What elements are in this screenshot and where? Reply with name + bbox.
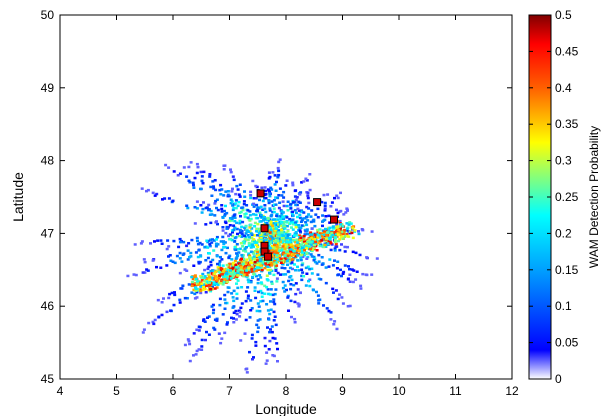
colorbar-tick-label: 0.05: [555, 336, 579, 350]
colorbar-tick-label: 0.3: [555, 154, 572, 168]
y-tick-label: 49: [41, 81, 55, 95]
colorbar-tick-label: 0.15: [555, 263, 579, 277]
y-tick-label: 47: [41, 226, 55, 240]
colorbar-label: WAM Detection Probability: [587, 126, 601, 268]
colorbar-axis: 0 0.05 0.1 0.15 0.2 0.25 0.3 0.35 0.4 0.45 0.5: [529, 8, 579, 386]
station-marker: [313, 198, 322, 207]
y-axis: 45 46 47 48 49 50: [41, 8, 512, 386]
station-marker: [256, 189, 265, 198]
station-marker: [263, 252, 272, 261]
x-tick-label: 12: [505, 384, 519, 398]
colorbar-tick-label: 0.2: [555, 226, 572, 240]
y-axis-label: Latitude: [10, 172, 26, 222]
x-tick-label: 10: [392, 384, 406, 398]
x-tick-label: 6: [170, 384, 177, 398]
x-axis-label: Longitude: [255, 401, 317, 416]
colorbar-tick-label: 0: [555, 372, 562, 386]
colorbar-tick-label: 0.4: [555, 81, 572, 95]
y-tick-label: 45: [41, 372, 55, 386]
y-tick-label: 48: [41, 154, 55, 168]
colorbar-tick-label: 0.35: [555, 117, 579, 131]
station-marker: [260, 224, 269, 233]
colorbar-tick-label: 0.5: [555, 8, 572, 22]
y-tick-label: 50: [41, 8, 55, 22]
plot-area: [60, 15, 512, 379]
x-tick-label: 11: [449, 384, 462, 398]
x-tick-label: 4: [57, 384, 64, 398]
x-tick-label: 5: [113, 384, 120, 398]
colorbar-tick-label: 0.1: [555, 299, 572, 313]
x-tick-label: 7: [226, 384, 233, 398]
colorbar-tick-label: 0.45: [555, 44, 579, 58]
heatmap-coverage: [126, 158, 379, 374]
x-axis: 4 5 6 7 8 9 10 11 12: [57, 15, 519, 398]
x-tick-label: 8: [283, 384, 290, 398]
y-tick-label: 46: [41, 299, 55, 313]
x-tick-label: 9: [339, 384, 346, 398]
station-markers: [256, 189, 339, 261]
colorbar-tick-label: 0.25: [555, 190, 579, 204]
station-marker: [330, 215, 339, 224]
